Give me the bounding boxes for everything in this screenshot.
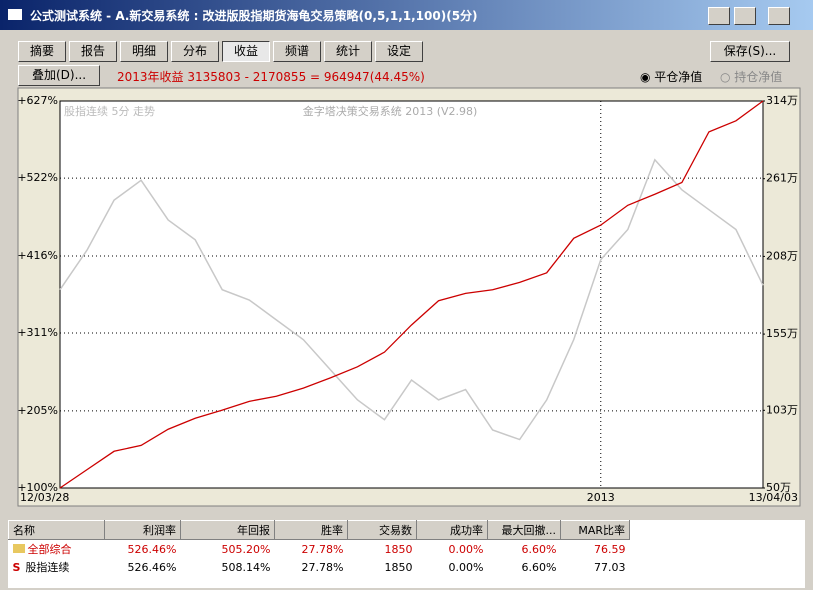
- s-icon: S: [12, 561, 21, 574]
- overlay-button[interactable]: 叠加(D)...: [18, 65, 100, 86]
- y2-tick-label: 155万: [766, 327, 798, 340]
- radio-closed[interactable]: ◉ 平仓净值: [640, 70, 703, 84]
- table-row: S 股指连续 526.46% 508.14% 27.78% 1850 0.00% 6.60% 7…: [9, 558, 630, 576]
- chart-subtitle: 金字塔决策交易系统 2013 (V2.98): [303, 104, 478, 118]
- cell-text: 1850: [384, 560, 413, 574]
- cell-text: 27.78%: [301, 560, 344, 574]
- column-header: MAR比率: [560, 520, 630, 540]
- title-bar: 公式测试系统 - A.新交易系统 : 改进版股指期货海龟交易策略(0,5,1,1…: [0, 0, 813, 30]
- table-cell: 76.59: [561, 540, 630, 559]
- series-line: [59, 100, 764, 489]
- tab-button[interactable]: 频谱: [273, 41, 321, 62]
- cell-text: 76.59: [594, 542, 626, 556]
- x-tick-label: 12/03/28: [20, 491, 69, 504]
- table-cell: 505.20%: [181, 540, 275, 559]
- radio-open[interactable]: ○ 持仓净值: [720, 70, 783, 84]
- column-header: 最大回撤...: [487, 520, 561, 540]
- y-tick-label: +416%: [17, 249, 58, 262]
- y2-tick-label: 103万: [766, 403, 798, 416]
- y2-tick-label: 208万: [766, 249, 798, 262]
- table-cell: 1850: [348, 558, 417, 576]
- cell-text: 1850: [384, 542, 413, 556]
- y-tick-label: +627%: [17, 94, 58, 107]
- save-button[interactable]: 保存(S)...: [710, 41, 790, 62]
- table-cell: 0.00%: [417, 558, 488, 576]
- window-title: 公式测试系统 - A.新交易系统 : 改进版股指期货海龟交易策略(0,5,1,1…: [30, 9, 478, 23]
- tab-button[interactable]: 设定: [375, 41, 423, 62]
- tab-button[interactable]: 统计: [324, 41, 372, 62]
- radio-label: 持仓净值: [734, 70, 783, 84]
- table-cell: 6.60%: [488, 540, 561, 559]
- series-line: [59, 158, 764, 441]
- chart-subtitle: 股指连续 5分 走势: [64, 104, 155, 118]
- result-table-area: 名称 利润率 年回报 胜率 交易数 成功率 最大回撤... MAR比率全部综合 526.46% 5…: [8, 520, 805, 588]
- tab-button[interactable]: 收益: [222, 41, 270, 62]
- table-cell: 全部综合: [9, 540, 105, 559]
- y2-tick-label: 50万: [766, 481, 791, 494]
- column-header: 名称: [8, 520, 105, 540]
- minimize-button[interactable]: [708, 7, 730, 25]
- maximize-button[interactable]: [734, 7, 756, 25]
- table-cell: 508.14%: [181, 558, 275, 576]
- cell-text: 6.60%: [521, 560, 557, 574]
- table-cell: 6.60%: [488, 558, 561, 576]
- tab-button[interactable]: 报告: [69, 41, 117, 62]
- tab-button[interactable]: 明细: [120, 41, 168, 62]
- column-header: 成功率: [416, 520, 488, 540]
- plot-area: [59, 100, 764, 489]
- column-header: 胜率: [274, 520, 348, 540]
- chart: 股指连续 5分 走势 金字塔决策交易系统 2013 (V2.98) +100% +…: [17, 87, 801, 507]
- table-cell: 1850: [348, 540, 417, 559]
- table-cell: 27.78%: [275, 558, 348, 576]
- table-row: 全部综合 526.46% 505.20% 27.78% 1850 0.00% 6.60% 76…: [9, 540, 630, 559]
- tab-button[interactable]: 分布: [171, 41, 219, 62]
- y-tick-label: +311%: [17, 326, 58, 339]
- table-cell: S 股指连续: [9, 558, 105, 576]
- cell-text: 6.60%: [521, 542, 557, 556]
- cell-text: 505.20%: [221, 542, 271, 556]
- x-tick-label: 13/04/03: [749, 491, 798, 504]
- y-tick-label: +100%: [17, 481, 58, 494]
- radio-label: 平仓净值: [654, 70, 703, 84]
- table-cell: 526.46%: [105, 558, 181, 576]
- column-header: 交易数: [347, 520, 417, 540]
- y-tick-label: +205%: [17, 404, 58, 417]
- app-icon: [8, 9, 22, 20]
- cell-text: 0.00%: [448, 542, 484, 556]
- y2-tick-label: 314万: [766, 94, 798, 107]
- summary-text: 2013年收益 3135803 - 2170855 = 964947(44.45…: [117, 70, 425, 84]
- column-header: 年回报: [180, 520, 275, 540]
- table-cell: 0.00%: [417, 540, 488, 559]
- result-table: 名称 利润率 年回报 胜率 交易数 成功率 最大回撤... MAR比率全部综合 526.46% 5…: [8, 520, 630, 576]
- table-cell: 526.46%: [105, 540, 181, 559]
- cell-text: 508.14%: [221, 560, 271, 574]
- y-tick-label: +522%: [17, 171, 58, 184]
- cell-text: 526.46%: [127, 560, 177, 574]
- column-header: 利润率: [104, 520, 181, 540]
- folder-icon: [12, 544, 25, 553]
- cell-text: 股指连续: [25, 561, 70, 574]
- tab-button[interactable]: 摘要: [18, 41, 66, 62]
- cell-text: 全部综合: [27, 543, 72, 556]
- table-cell: 77.03: [561, 558, 630, 576]
- cell-text: 27.78%: [301, 542, 344, 556]
- table-cell: 27.78%: [275, 540, 348, 559]
- close-button[interactable]: [768, 7, 790, 25]
- cell-text: 0.00%: [448, 560, 484, 574]
- x-tick-label: 2013: [587, 491, 615, 504]
- cell-text: 77.03: [594, 560, 626, 574]
- y2-tick-label: 261万: [766, 172, 798, 185]
- cell-text: 526.46%: [127, 542, 177, 556]
- header-row: 名称 利润率 年回报 胜率 交易数 成功率 最大回撤... MAR比率: [8, 520, 630, 540]
